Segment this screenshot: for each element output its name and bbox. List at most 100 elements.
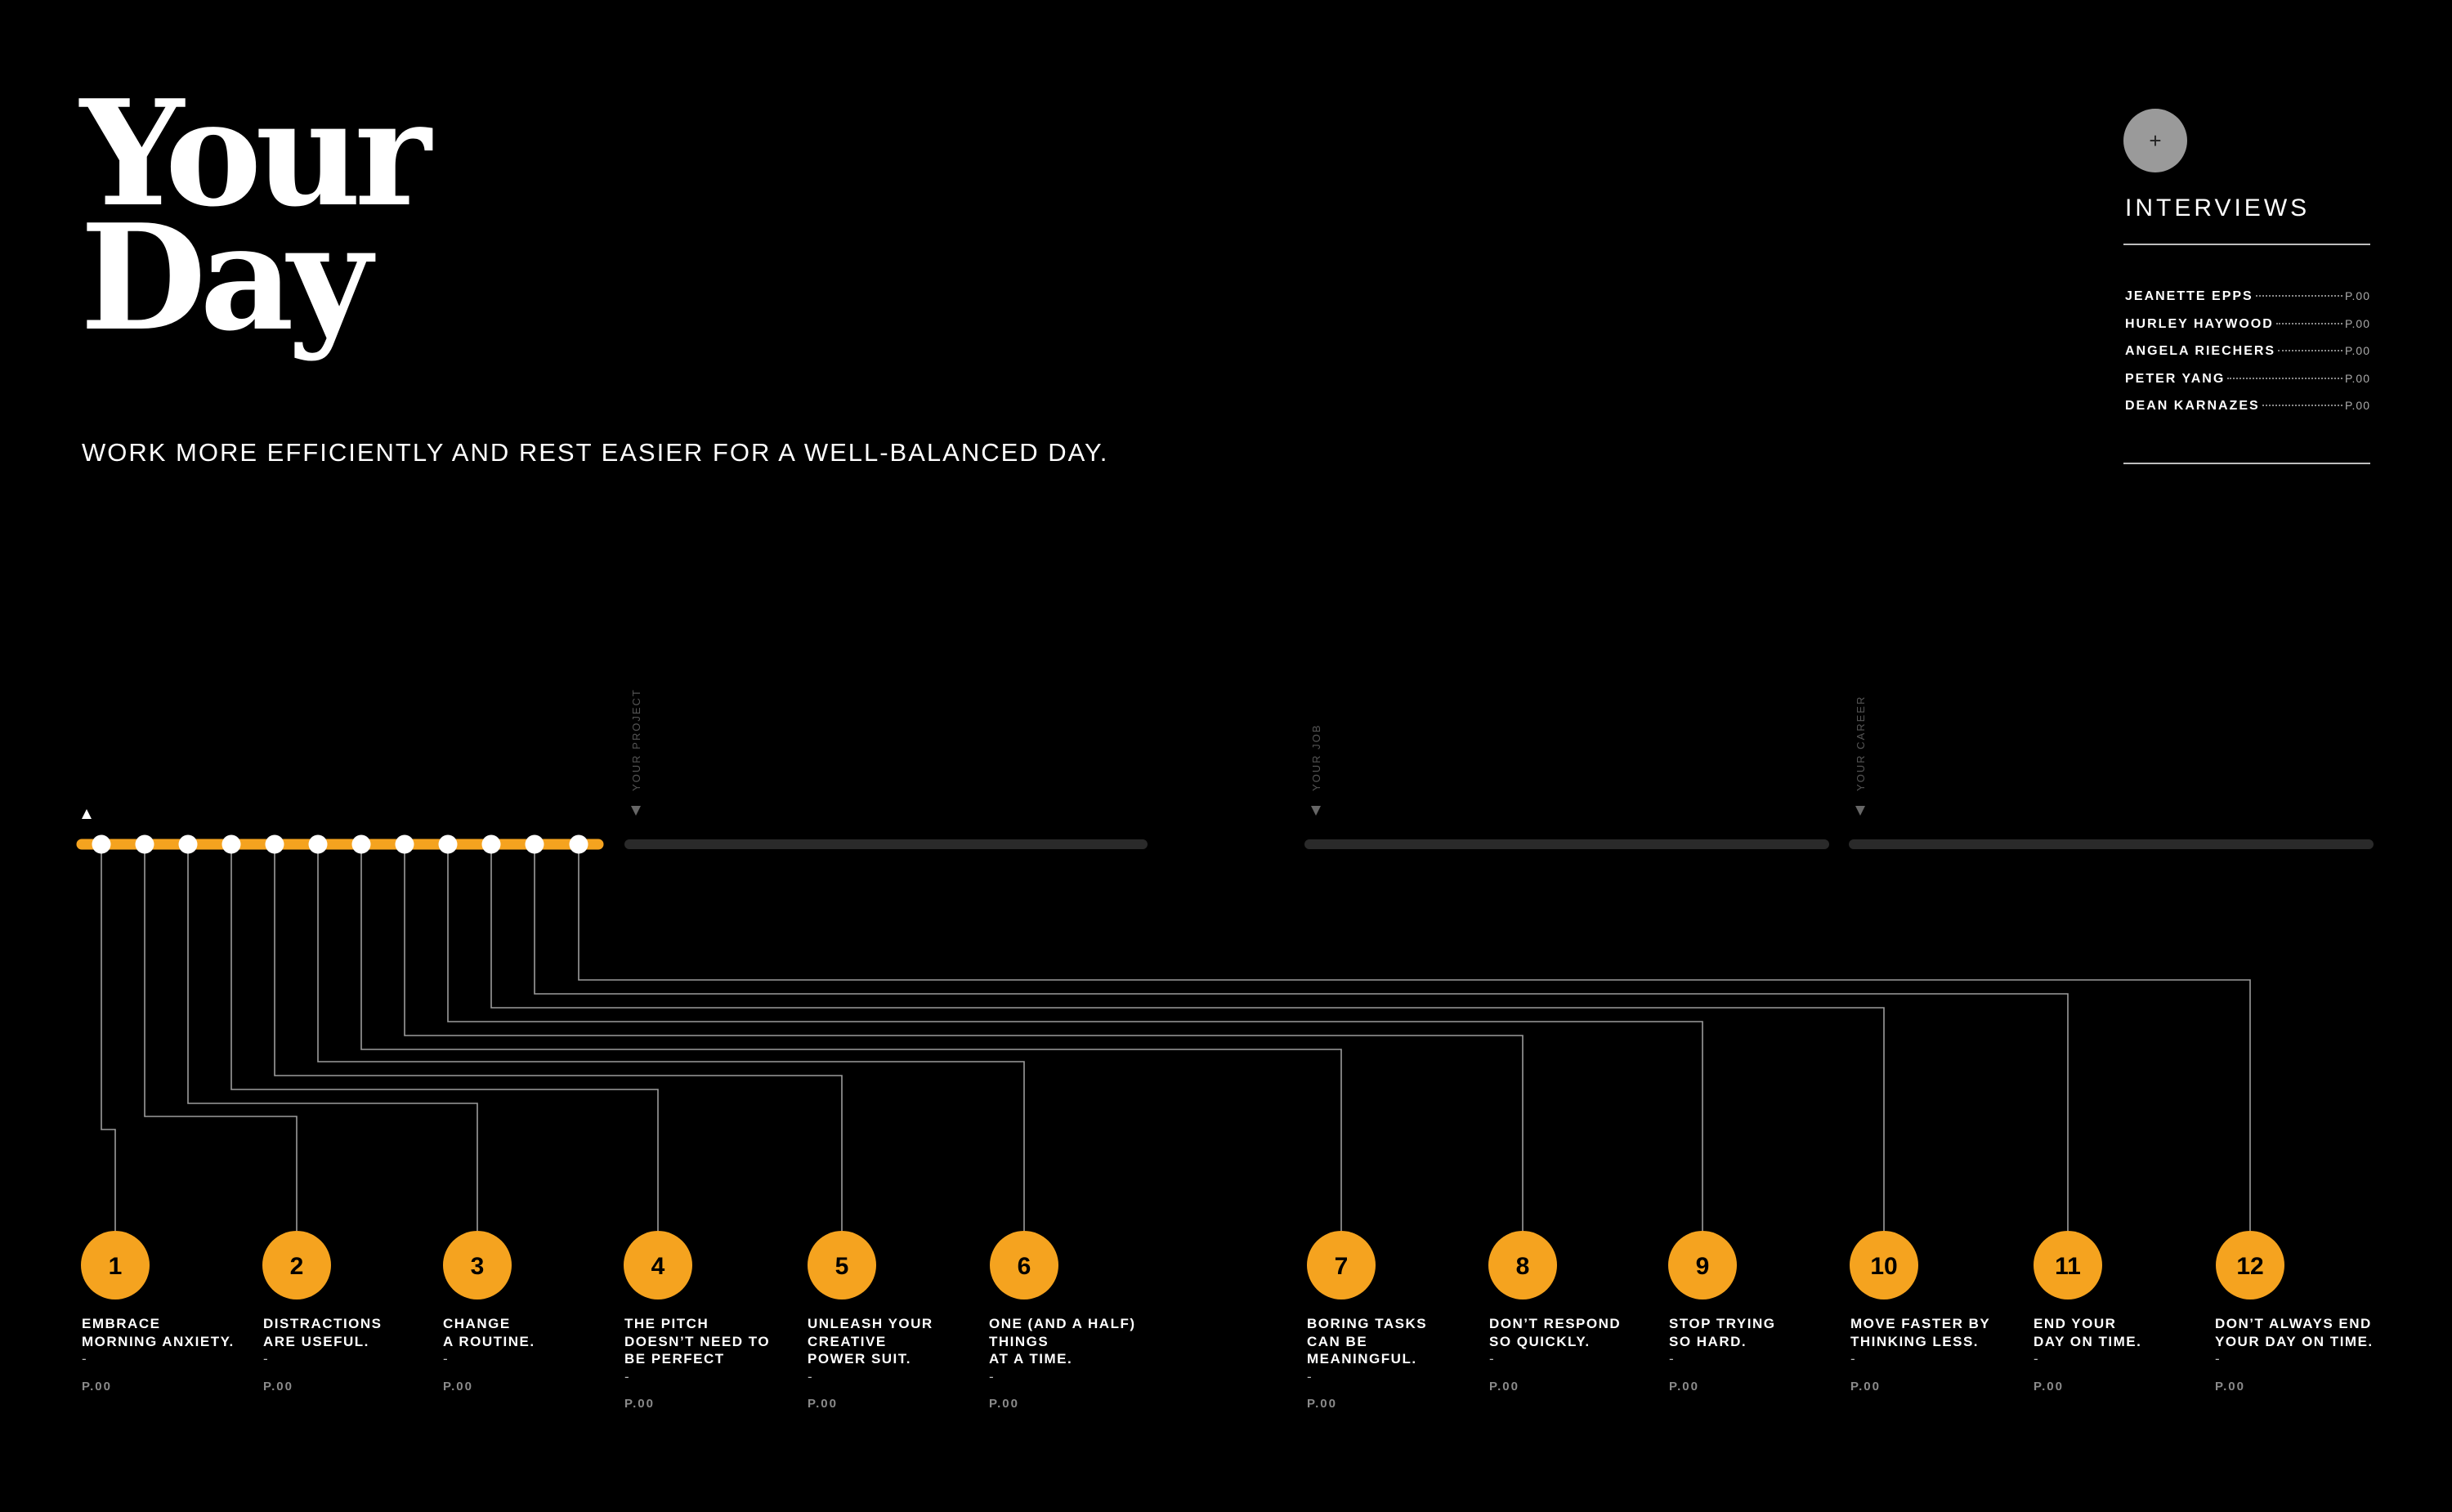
step-title: DON’T RESPOND SO QUICKLY. — [1489, 1316, 1622, 1349]
category-label: YOUR PROJECT — [630, 688, 642, 791]
interview-item[interactable]: PETER YANG P.00 — [2125, 372, 2370, 400]
step-title: END YOUR DAY ON TIME. — [2034, 1316, 2142, 1349]
step-divider: - — [263, 1351, 270, 1367]
step-divider: - — [989, 1368, 996, 1385]
step-divider: - — [1489, 1351, 1496, 1367]
connector-line — [447, 844, 1703, 1231]
connector-line — [101, 844, 116, 1231]
timeline-node — [135, 834, 154, 854]
page-title: Your Day — [80, 68, 432, 363]
step-divider: - — [1669, 1351, 1676, 1367]
step-caption: END YOUR DAY ON TIME. - P.00 — [2034, 1315, 2230, 1395]
step-caption: ONE (AND A HALF) THINGS AT A TIME. - P.00 — [989, 1315, 1185, 1413]
step-page-ref[interactable]: P.00 — [82, 1379, 112, 1393]
step-page-ref[interactable]: P.00 — [2034, 1379, 2064, 1393]
step-number: 2 — [290, 1253, 304, 1280]
interview-page-ref: P.00 — [2345, 316, 2370, 330]
interviews-divider-bottom — [2123, 463, 2370, 464]
step-title: DON’T ALWAYS END YOUR DAY ON TIME. — [2215, 1316, 2374, 1349]
interview-page-ref: P.00 — [2345, 399, 2370, 412]
timeline-node — [481, 834, 501, 854]
step-title: CHANGE A ROUTINE. — [443, 1316, 535, 1349]
step-page-ref[interactable]: P.00 — [263, 1379, 293, 1393]
step-page-ref[interactable]: P.00 — [1489, 1379, 1519, 1393]
interview-name: DEAN KARNAZES — [2125, 399, 2260, 413]
step-page-ref[interactable]: P.00 — [443, 1379, 473, 1393]
interviews-heading: INTERVIEWS — [2125, 195, 2311, 221]
step-number: 6 — [1018, 1253, 1031, 1280]
leader-dots — [2262, 405, 2342, 406]
step-caption: DISTRACTIONS ARE USEFUL. - P.00 — [263, 1315, 459, 1395]
interview-name: HURLEY HAYWOOD — [2125, 316, 2274, 331]
step-number-badge — [990, 1231, 1058, 1300]
step-number: 10 — [1870, 1253, 1897, 1280]
step-caption: STOP TRYING SO HARD. - P.00 — [1669, 1315, 1865, 1395]
step-number-badge — [443, 1231, 512, 1300]
timeline-node — [92, 834, 111, 854]
step-divider: - — [82, 1351, 88, 1367]
step-caption: BORING TASKS CAN BE MEANINGFUL. - P.00 — [1307, 1315, 1503, 1413]
connector-line — [274, 844, 843, 1231]
title-line-2: Day — [80, 192, 372, 363]
interview-name: PETER YANG — [2125, 371, 2226, 386]
plus-icon: + — [2149, 127, 2162, 153]
step-page-ref[interactable]: P.00 — [624, 1397, 655, 1411]
step-title: DISTRACTIONS ARE USEFUL. — [263, 1316, 383, 1349]
step-number-badge — [1668, 1231, 1737, 1300]
step-caption: EMBRACE MORNING ANXIETY. - P.00 — [82, 1315, 278, 1395]
step-number-badge — [262, 1231, 331, 1300]
step-number-badge — [1488, 1231, 1557, 1300]
connector-line — [187, 844, 478, 1231]
step-title: UNLEASH YOUR CREATIVE POWER SUIT. — [808, 1316, 933, 1367]
interview-item[interactable]: JEANETTE EPPS P.00 — [2125, 289, 2370, 317]
step-page-ref[interactable]: P.00 — [1669, 1379, 1699, 1393]
step-number-badge — [2216, 1231, 2284, 1300]
step-title: STOP TRYING SO HARD. — [1669, 1316, 1776, 1349]
step-divider: - — [2215, 1351, 2222, 1367]
start-marker-icon — [82, 809, 92, 819]
connector-line — [404, 844, 1524, 1231]
step-title: EMBRACE MORNING ANXIETY. — [82, 1316, 235, 1349]
step-divider: - — [624, 1368, 631, 1385]
step-number: 3 — [471, 1253, 485, 1280]
step-number: 4 — [651, 1253, 665, 1280]
step-number: 1 — [109, 1253, 123, 1280]
step-divider: - — [1307, 1368, 1313, 1385]
step-number-badge — [808, 1231, 876, 1300]
step-page-ref[interactable]: P.00 — [1850, 1379, 1881, 1393]
connector-line — [317, 844, 1025, 1231]
category-marker-icon — [631, 806, 641, 816]
step-page-ref[interactable]: P.00 — [1307, 1397, 1337, 1411]
step-number-badge — [1850, 1231, 1918, 1300]
connector-line — [534, 844, 2069, 1231]
leader-dots — [2227, 377, 2342, 379]
step-divider: - — [808, 1368, 814, 1385]
interviews-divider-top — [2123, 244, 2370, 245]
category-marker-icon — [1311, 806, 1321, 816]
step-title: ONE (AND A HALF) THINGS AT A TIME. — [989, 1316, 1136, 1367]
step-number: 5 — [835, 1253, 849, 1280]
step-divider: - — [1850, 1351, 1857, 1367]
category-marker-icon — [1855, 806, 1865, 816]
step-caption: MOVE FASTER BY THINKING LESS. - P.00 — [1850, 1315, 2047, 1395]
timeline-node — [395, 834, 414, 854]
step-title: BORING TASKS CAN BE MEANINGFUL. — [1307, 1316, 1428, 1367]
title-line-1: Your — [80, 68, 432, 239]
interview-item[interactable]: DEAN KARNAZES P.00 — [2125, 399, 2370, 427]
interview-page-ref: P.00 — [2345, 289, 2370, 302]
timeline-node — [308, 834, 328, 854]
leader-dots — [2255, 295, 2342, 297]
step-page-ref[interactable]: P.00 — [808, 1397, 838, 1411]
step-number: 11 — [2055, 1253, 2081, 1280]
step-page-ref[interactable]: P.00 — [2215, 1379, 2245, 1393]
interviews-list: JEANETTE EPPS P.00 HURLEY HAYWOOD P.00 ANGEL… — [2125, 289, 2370, 427]
step-page-ref[interactable]: P.00 — [989, 1397, 1019, 1411]
step-title: THE PITCH DOESN’T NEED TO BE PERFECT — [624, 1316, 771, 1367]
timeline-node — [351, 834, 371, 854]
step-caption: CHANGE A ROUTINE. - P.00 — [443, 1315, 639, 1395]
interview-item[interactable]: ANGELA RIECHERS P.00 — [2125, 344, 2370, 372]
timeline-node — [438, 834, 458, 854]
step-caption: UNLEASH YOUR CREATIVE POWER SUIT. - P.00 — [808, 1315, 1004, 1413]
interview-item[interactable]: HURLEY HAYWOOD P.00 — [2125, 317, 2370, 345]
expand-button[interactable]: + — [2123, 109, 2187, 172]
